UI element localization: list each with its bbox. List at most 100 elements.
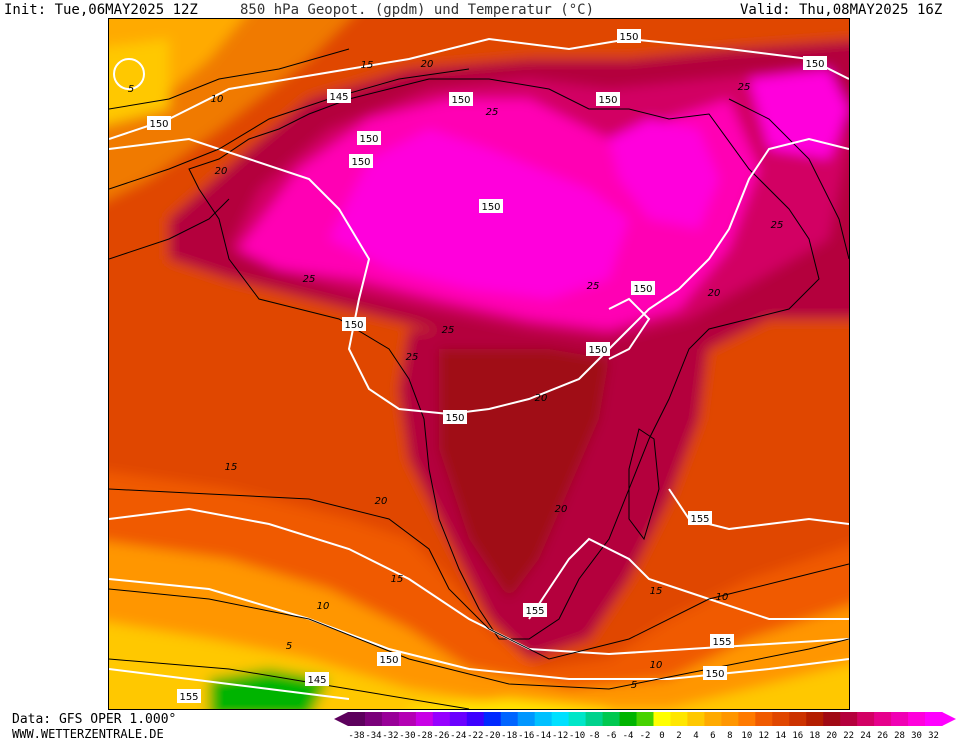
legend-label: 2 xyxy=(676,731,681,740)
legend-swatch xyxy=(891,712,909,726)
svg-text:150: 150 xyxy=(149,119,168,130)
temp-label-sahel-central: 25 xyxy=(442,325,455,336)
legend-swatch xyxy=(908,712,926,726)
weather-map: 150 150 145 150 150 150 150 150 150 150 150 150 150 1… xyxy=(108,18,850,710)
legend-swatch xyxy=(381,712,400,726)
legend-swatch xyxy=(517,712,536,726)
temp-label-arabia-south: 25 xyxy=(771,220,784,231)
legend-label: 26 xyxy=(877,731,888,740)
geopot-label-mali: 150 xyxy=(349,154,373,168)
geopot-label-sahara-north: 150 xyxy=(449,92,473,106)
svg-text:150: 150 xyxy=(379,655,398,666)
svg-text:150: 150 xyxy=(451,95,470,106)
legend-label: 20 xyxy=(826,731,837,740)
svg-text:150: 150 xyxy=(445,413,464,424)
geopot-label-west-atlantic: 150 xyxy=(147,116,171,130)
legend-swatch xyxy=(789,712,807,726)
geopot-label-indian-ocean: 155 xyxy=(688,511,712,525)
legend-swatch xyxy=(653,712,671,726)
geopot-label-top-center: 150 xyxy=(617,29,641,43)
legend-swatch xyxy=(670,712,688,726)
website-credit: WWW.WETTERZENTRALE.DE xyxy=(12,727,164,741)
svg-text:155: 155 xyxy=(690,514,709,525)
legend-label: -16 xyxy=(518,731,534,740)
legend-swatch xyxy=(415,712,434,726)
legend-label: 8 xyxy=(727,731,732,740)
geopot-label-horn: 150 xyxy=(631,281,655,295)
temp-label-horn: 25 xyxy=(587,281,600,292)
temp-label-northwest: 10 xyxy=(211,94,224,105)
temp-label-southwest-low: 5 xyxy=(286,641,292,652)
geopot-label-south-atlantic: 150 xyxy=(377,652,401,666)
legend-label: 16 xyxy=(792,731,803,740)
geopot-label-south-atlantic-low: 145 xyxy=(305,672,329,686)
legend-swatch xyxy=(755,712,773,726)
legend-label: 24 xyxy=(860,731,871,740)
geopot-label-southeast: 155 xyxy=(710,634,734,648)
geopot-label-gulf-guinea: 150 xyxy=(342,317,366,331)
temp-label-arabia: 25 xyxy=(738,82,751,93)
temp-label-morocco: 15 xyxy=(361,60,374,71)
data-source: Data: GFS OPER 1.000° xyxy=(12,712,177,727)
legend-swatch xyxy=(704,712,722,726)
temp-label-south-cape: 10 xyxy=(650,660,663,671)
legend-swatch xyxy=(619,712,638,726)
geopot-label-east-africa: 150 xyxy=(586,342,610,356)
coastlines xyxy=(188,78,849,640)
legend-swatch xyxy=(738,712,756,726)
legend-swatch xyxy=(687,712,705,726)
svg-text:145: 145 xyxy=(329,92,348,103)
legend-label: -20 xyxy=(484,731,500,740)
legend-label: -22 xyxy=(467,731,483,740)
svg-text:150: 150 xyxy=(805,59,824,70)
geopot-label-top-right: 150 xyxy=(803,56,827,70)
temp-label-south-atlantic: 15 xyxy=(225,462,238,473)
legend-label: -18 xyxy=(501,731,517,740)
legend-label: -24 xyxy=(450,731,466,740)
svg-text:145: 145 xyxy=(307,675,326,686)
legend-label: 12 xyxy=(758,731,769,740)
svg-text:150: 150 xyxy=(633,284,652,295)
legend-label: 10 xyxy=(741,731,752,740)
legend-swatch xyxy=(449,712,468,726)
legend-swatch xyxy=(398,712,417,726)
temp-label-central-africa: 25 xyxy=(406,352,419,363)
geopot-label-northwest: 145 xyxy=(327,89,351,103)
legend-label: 32 xyxy=(928,731,939,740)
legend-swatch xyxy=(568,712,587,726)
legend-swatch xyxy=(483,712,502,726)
temp-label-south-low: 5 xyxy=(631,680,637,691)
legend-swatch xyxy=(721,712,739,726)
svg-text:155: 155 xyxy=(712,637,731,648)
legend-label: 4 xyxy=(693,731,698,740)
legend-swatch xyxy=(364,712,383,726)
svg-text:150: 150 xyxy=(359,134,378,145)
legend-swatch xyxy=(585,712,604,726)
legend-arrow-low xyxy=(334,712,348,726)
map-title: 850 hPa Geopot. (gpdm) und Temperatur (°… xyxy=(240,2,595,18)
svg-text:150: 150 xyxy=(588,345,607,356)
legend-swatch xyxy=(602,712,621,726)
legend-swatch xyxy=(925,712,943,726)
geopot-label-south-africa: 155 xyxy=(523,603,547,617)
svg-text:155: 155 xyxy=(179,692,198,703)
legend-label: 18 xyxy=(809,731,820,740)
svg-text:150: 150 xyxy=(598,95,617,106)
temp-label-libya: 25 xyxy=(486,107,499,118)
legend-label: 14 xyxy=(775,731,786,740)
temperature-field xyxy=(109,19,849,709)
temp-label-mozambique: 20 xyxy=(555,504,568,515)
legend-swatch xyxy=(772,712,790,726)
legend-label: -12 xyxy=(552,731,568,740)
temp-label-namibia-coast: 15 xyxy=(391,574,404,585)
temp-label-angola: 20 xyxy=(375,496,388,507)
legend-label: -4 xyxy=(623,731,634,740)
valid-time: Valid: Thu,08MAY2025 16Z xyxy=(740,2,943,18)
svg-text:150: 150 xyxy=(481,202,500,213)
svg-text:150: 150 xyxy=(351,157,370,168)
svg-text:150: 150 xyxy=(705,669,724,680)
color-legend: -38 -34 -32 -30 -28 -26 -24 -22 -20 -18 -16 -14 -12-… xyxy=(334,712,956,744)
legend-label: -2 xyxy=(640,731,651,740)
geopot-label-southwest: 155 xyxy=(177,689,201,703)
init-time: Init: Tue,06MAY2025 12Z xyxy=(4,2,198,18)
